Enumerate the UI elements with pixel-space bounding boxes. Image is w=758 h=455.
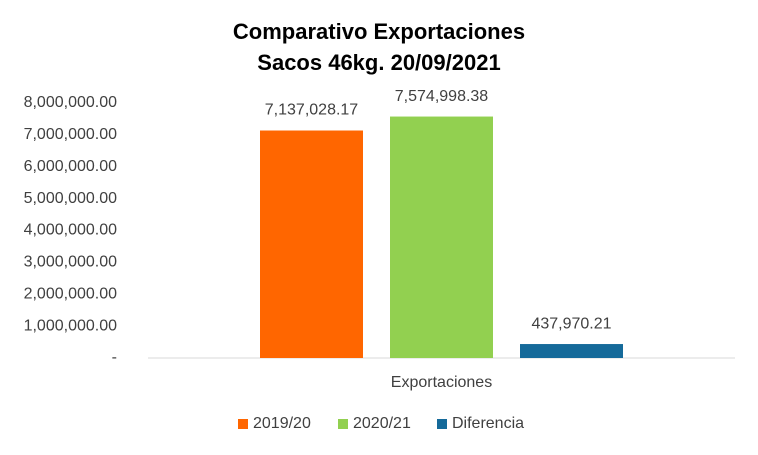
y-tick-label: 5,000,000.00 — [24, 190, 118, 207]
y-tick-label: 4,000,000.00 — [24, 222, 118, 239]
chart-title: Sacos 46kg. 20/09/2021 — [257, 50, 500, 75]
legend-swatch — [338, 419, 348, 429]
x-tick-label: Exportaciones — [391, 374, 492, 391]
y-tick-label: 1,000,000.00 — [24, 317, 118, 334]
value-label: 437,970.21 — [531, 315, 611, 332]
y-tick-label: 8,000,000.00 — [24, 94, 118, 111]
y-tick-label: - — [112, 349, 117, 366]
bar — [260, 130, 363, 358]
legend-swatch — [437, 419, 447, 429]
bar — [390, 116, 493, 358]
y-tick-label: 6,000,000.00 — [24, 158, 118, 175]
chart-title: Comparativo Exportaciones — [233, 19, 525, 44]
legend-label: Diferencia — [452, 415, 524, 432]
legend-label: 2019/20 — [253, 415, 311, 432]
y-tick-label: 7,000,000.00 — [24, 126, 118, 143]
legend-label: 2020/21 — [353, 415, 411, 432]
value-label: 7,574,998.38 — [395, 88, 489, 105]
bar — [520, 344, 623, 358]
y-tick-label: 2,000,000.00 — [24, 285, 118, 302]
legend-swatch — [238, 419, 248, 429]
y-tick-label: 3,000,000.00 — [24, 254, 118, 271]
value-label: 7,137,028.17 — [265, 102, 359, 119]
